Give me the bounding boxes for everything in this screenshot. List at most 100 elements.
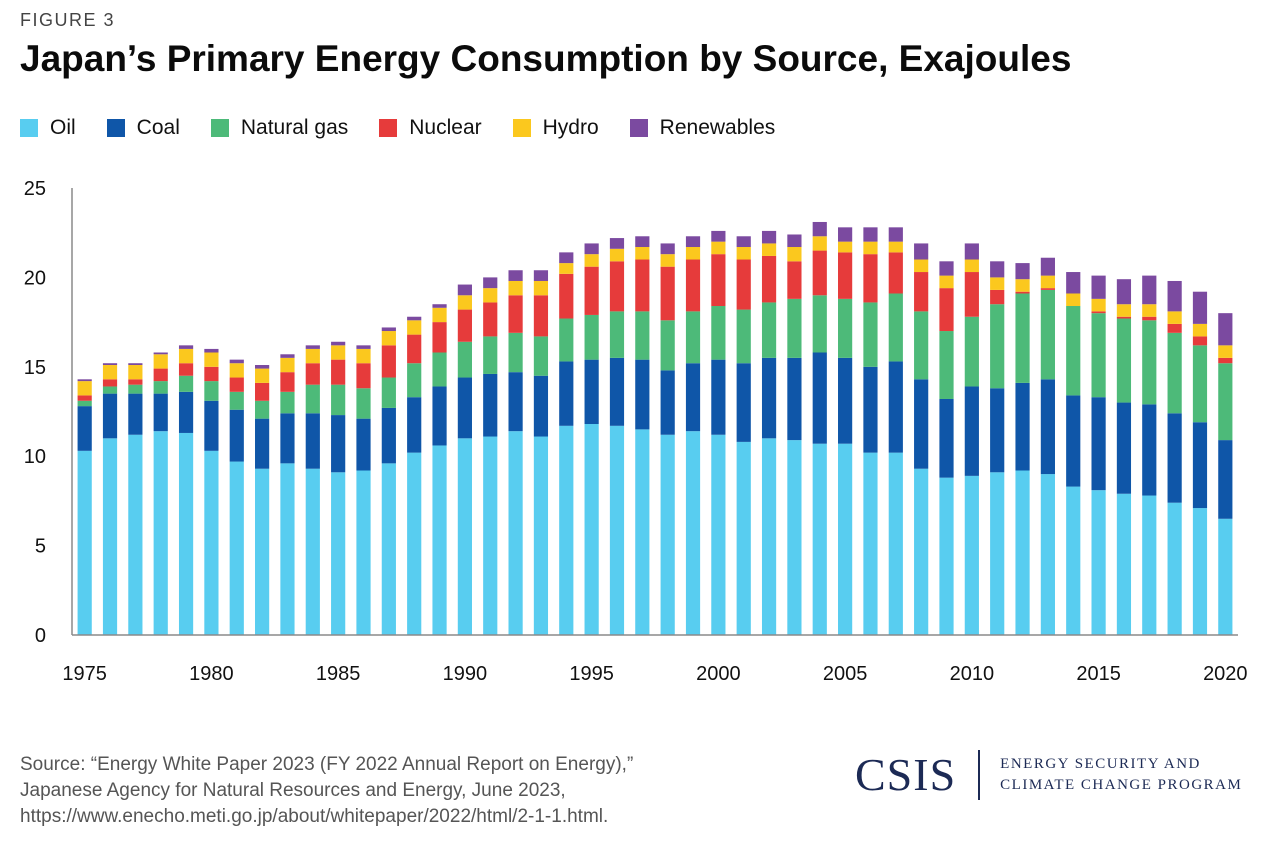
bar-segment-coal <box>356 418 371 471</box>
bar-segment-nuclear <box>1116 316 1132 319</box>
bar-segment-hydro <box>838 241 853 253</box>
bar-segment-renewables <box>1015 263 1030 280</box>
bar-segment-coal <box>711 359 726 435</box>
bar-segment-renewables <box>77 379 92 382</box>
bar-segment-hydro <box>1116 304 1132 317</box>
bar-segment-natural-gas <box>863 302 878 367</box>
legend-swatch-nuclear <box>379 119 398 137</box>
bar-segment-nuclear <box>102 379 118 387</box>
y-tick-label: 20 <box>24 267 46 289</box>
bar-segment-hydro <box>863 241 878 255</box>
bar-segment-natural-gas <box>255 400 270 419</box>
bar-segment-natural-gas <box>838 298 853 358</box>
bar-segment-nuclear <box>483 302 498 337</box>
bar-segment-natural-gas <box>761 302 777 358</box>
bar-segment-renewables <box>1218 313 1233 346</box>
bar-segment-oil <box>1192 508 1208 635</box>
bar-segment-hydro <box>483 288 498 303</box>
legend-item-natural-gas: Natural gas <box>210 116 349 140</box>
bar-segment-oil <box>102 438 118 635</box>
bar-segment-renewables <box>305 345 320 349</box>
bar-segment-hydro <box>914 259 929 273</box>
legend-swatch-coal <box>106 119 125 137</box>
bar-segment-oil <box>559 425 574 635</box>
bar-segment-renewables <box>660 243 675 255</box>
bar-segment-coal <box>635 359 650 430</box>
bar-segment-renewables <box>1116 279 1132 305</box>
bar-segment-oil <box>660 434 675 635</box>
bar-segment-natural-gas <box>381 377 396 408</box>
bar-segment-renewables <box>153 352 168 355</box>
bar-segment-oil <box>584 424 599 635</box>
bar-segment-coal <box>178 391 194 433</box>
bar-segment-natural-gas <box>1040 289 1055 380</box>
bar-segment-nuclear <box>1218 357 1233 364</box>
bar-segment-hydro <box>559 263 574 274</box>
figure-label: FIGURE 3 <box>20 10 116 30</box>
bar-segment-nuclear <box>356 363 371 389</box>
bar-segment-hydro <box>305 348 320 364</box>
bar-segment-natural-gas <box>153 381 168 394</box>
bar-segment-coal <box>1015 382 1030 471</box>
x-tick-label: 2020 <box>1203 663 1248 685</box>
bar-segment-nuclear <box>1015 291 1030 294</box>
bar-segment-coal <box>1218 440 1233 519</box>
legend-label-renewables: Renewables <box>659 116 776 139</box>
bar-segment-natural-gas <box>1116 318 1132 403</box>
x-tick-label: 2010 <box>950 663 995 685</box>
bar-segment-nuclear <box>559 273 574 319</box>
bar-segment-oil <box>356 470 371 635</box>
bar-segment-oil <box>1167 502 1182 635</box>
bar-segment-oil <box>178 432 194 635</box>
bar-segment-natural-gas <box>508 332 523 373</box>
bar-segment-coal <box>787 357 802 441</box>
bar-segment-renewables <box>204 348 219 353</box>
bar-segment-nuclear <box>533 295 549 337</box>
bar-segment-coal <box>812 352 827 444</box>
bar-segment-natural-gas <box>533 336 549 376</box>
bar-segment-natural-gas <box>1066 306 1081 396</box>
bar-segment-natural-gas <box>736 309 751 364</box>
bar-segment-natural-gas <box>685 311 701 364</box>
bar-segment-renewables <box>457 284 472 296</box>
bar-segment-nuclear <box>761 255 777 303</box>
bar-segment-hydro <box>280 357 295 373</box>
source-line-3: https://www.enecho.meti.go.jp/about/whit… <box>20 806 609 827</box>
bar-segment-oil <box>761 438 777 635</box>
bar-segment-hydro <box>761 243 777 256</box>
bar-segment-hydro <box>1218 345 1233 358</box>
bar-segment-nuclear <box>660 266 675 321</box>
bar-segment-oil <box>736 441 751 635</box>
bar-segment-renewables <box>761 230 777 244</box>
bar-segment-natural-gas <box>990 304 1005 389</box>
bar-segment-nuclear <box>280 372 295 392</box>
bar-segment-natural-gas <box>102 386 118 394</box>
bar-segment-nuclear <box>1040 288 1055 290</box>
bar-segment-renewables <box>888 227 903 242</box>
bar-segment-hydro <box>128 365 143 380</box>
program-line-1: ENERGY SECURITY AND <box>1000 755 1201 772</box>
bar-segment-renewables <box>229 359 244 364</box>
bar-segment-renewables <box>787 234 802 248</box>
bar-segment-oil <box>457 438 472 635</box>
bar-segment-nuclear <box>1091 311 1106 314</box>
bar-segment-oil <box>204 450 219 635</box>
bar-segment-hydro <box>736 247 751 260</box>
y-tick-label: 5 <box>35 536 46 558</box>
bar-segment-natural-gas <box>1015 293 1030 383</box>
bar-segment-renewables <box>1167 280 1182 312</box>
bar-segment-natural-gas <box>812 295 827 353</box>
chart-title: Japan’s Primary Energy Consumption by So… <box>20 38 1072 79</box>
legend-label-natural-gas: Natural gas <box>240 116 349 139</box>
bar-segment-natural-gas <box>964 316 979 387</box>
bar-segment-renewables <box>102 363 118 366</box>
bar-segment-hydro <box>964 259 979 273</box>
bar-segment-coal <box>229 409 244 462</box>
bar-segment-natural-gas <box>407 363 422 398</box>
bar-segment-hydro <box>533 280 549 296</box>
bar-segment-oil <box>331 472 346 635</box>
bar-segment-nuclear <box>685 259 701 312</box>
bar-segment-coal <box>483 373 498 437</box>
bar-segment-renewables <box>685 236 701 248</box>
bar-segment-natural-gas <box>635 311 650 360</box>
